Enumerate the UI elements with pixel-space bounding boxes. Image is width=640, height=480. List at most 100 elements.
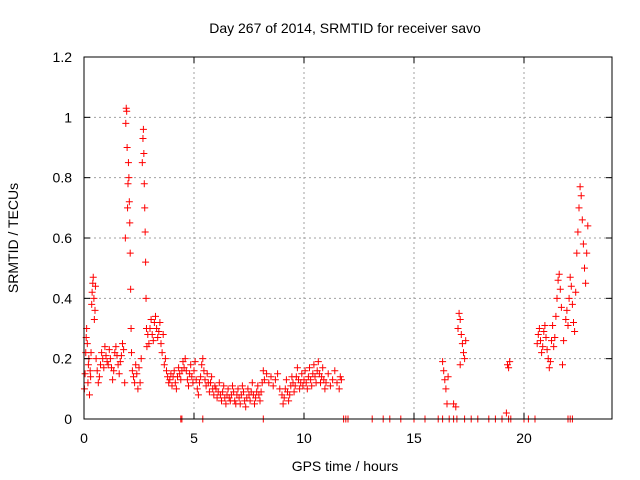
data-point xyxy=(540,328,548,336)
data-point xyxy=(307,376,315,384)
data-point xyxy=(265,379,273,387)
data-point xyxy=(220,382,228,390)
data-point xyxy=(568,300,576,308)
data-point xyxy=(110,367,118,375)
data-point xyxy=(290,388,298,396)
data-point xyxy=(256,397,264,405)
data-point xyxy=(269,382,277,390)
data-point xyxy=(460,349,467,357)
data-point xyxy=(135,364,143,372)
data-point xyxy=(187,361,195,369)
data-point xyxy=(122,119,130,127)
data-point xyxy=(115,370,123,378)
data-point xyxy=(336,373,344,381)
data-point xyxy=(244,385,252,393)
data-point xyxy=(329,376,337,384)
y-tick-label: 0 xyxy=(64,411,72,427)
data-point xyxy=(556,285,564,293)
data-point xyxy=(123,144,131,151)
data-point xyxy=(142,258,150,266)
data-point xyxy=(92,355,100,363)
data-point xyxy=(182,367,190,375)
data-point xyxy=(293,364,301,372)
data-point xyxy=(458,340,466,348)
data-point xyxy=(219,388,227,396)
data-point xyxy=(156,318,164,326)
data-point xyxy=(158,349,166,357)
data-point xyxy=(562,315,570,323)
data-point xyxy=(86,391,93,399)
data-point xyxy=(310,361,318,369)
data-point xyxy=(248,379,256,387)
data-point xyxy=(564,321,572,329)
grid xyxy=(84,57,612,419)
data-point xyxy=(203,370,211,378)
data-point xyxy=(322,379,330,387)
data-point xyxy=(455,309,463,317)
y-tick-label: 1 xyxy=(64,109,72,125)
data-point xyxy=(279,400,287,408)
data-point xyxy=(441,376,449,384)
data-point xyxy=(134,385,142,393)
data-point xyxy=(555,270,563,278)
data-point xyxy=(285,397,293,405)
data-point xyxy=(196,379,203,387)
data-point xyxy=(87,349,95,357)
data-point xyxy=(139,134,147,142)
data-point xyxy=(213,394,221,402)
data-point xyxy=(335,385,343,393)
data-point xyxy=(91,306,99,314)
data-point xyxy=(165,379,173,387)
y-tick-label: 0.4 xyxy=(53,290,73,306)
data-point xyxy=(560,337,568,345)
data-point xyxy=(192,376,200,384)
data-point xyxy=(302,379,310,387)
y-tick-label: 0.8 xyxy=(53,170,73,186)
data-point xyxy=(242,403,250,411)
data-point xyxy=(299,382,307,390)
data-point xyxy=(337,376,345,384)
data-point xyxy=(257,388,265,396)
data-point xyxy=(291,382,299,390)
data-point xyxy=(557,303,565,311)
data-point xyxy=(298,370,306,378)
data-point xyxy=(87,373,95,381)
data-point xyxy=(112,343,120,351)
data-point xyxy=(197,373,205,381)
data-point xyxy=(81,370,89,378)
data-point xyxy=(125,198,133,206)
data-point xyxy=(542,334,550,342)
data-point xyxy=(210,391,218,399)
data-point xyxy=(146,325,154,332)
data-point xyxy=(121,234,129,242)
y-tick-label: 0.2 xyxy=(53,351,73,367)
data-point xyxy=(506,358,514,366)
data-point xyxy=(137,355,145,363)
data-point xyxy=(539,343,547,351)
data-point xyxy=(326,382,334,390)
data-point xyxy=(440,367,448,375)
data-point xyxy=(106,355,114,363)
data-point xyxy=(308,382,316,390)
chart-title: Day 267 of 2014, SRMTID for receiver sav… xyxy=(209,20,481,36)
y-tick-label: 1.2 xyxy=(53,49,73,65)
data-point xyxy=(121,379,129,387)
data-point xyxy=(546,358,554,366)
x-tick-label: 15 xyxy=(406,430,422,446)
data-point xyxy=(579,240,587,248)
data-point xyxy=(130,373,137,381)
data-point xyxy=(83,340,91,348)
data-point xyxy=(93,367,101,375)
data-point xyxy=(139,125,147,133)
data-point xyxy=(230,388,238,396)
data-point xyxy=(324,370,332,378)
data-point xyxy=(462,337,470,345)
data-point xyxy=(236,400,244,408)
x-tick-label: 10 xyxy=(296,430,312,446)
data-point xyxy=(251,400,258,408)
data-point xyxy=(502,409,510,417)
data-point xyxy=(439,358,447,366)
data-point xyxy=(128,349,136,357)
data-point xyxy=(565,294,573,302)
data-point xyxy=(584,222,592,230)
